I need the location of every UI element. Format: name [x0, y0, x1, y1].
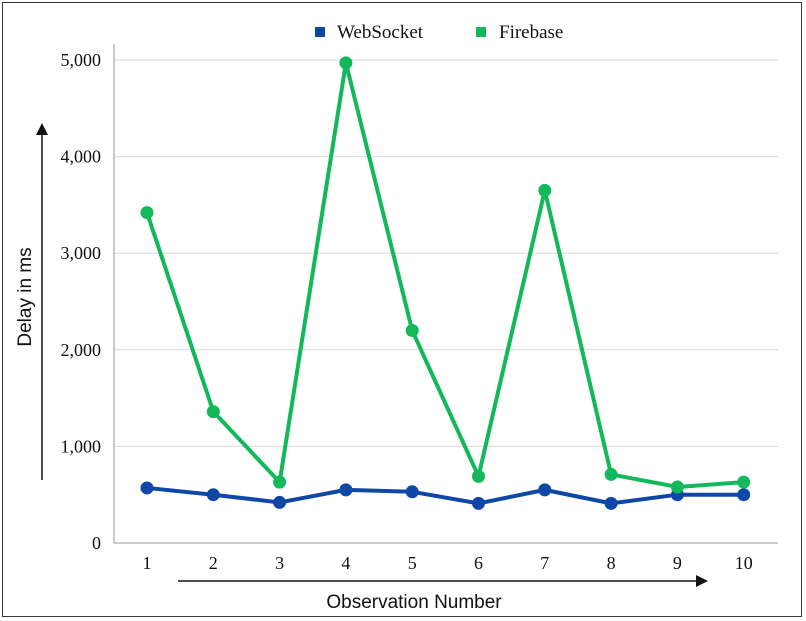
data-point-websocket [472, 496, 485, 510]
data-point-firebase [670, 480, 684, 494]
data-point-firebase [339, 56, 353, 70]
x-tick-label: 5 [408, 553, 417, 573]
x-tick-label: 4 [341, 553, 350, 573]
x-tick-label: 2 [209, 553, 218, 573]
x-tick-label: 6 [474, 553, 483, 573]
x-axis-title: Observation Number [326, 592, 502, 613]
data-point-firebase [206, 405, 220, 419]
y-tick-label: 0 [92, 533, 101, 553]
data-point-firebase [737, 475, 751, 489]
data-point-firebase [472, 469, 485, 483]
data-point-websocket [140, 481, 154, 495]
legend: WebSocket Firebase [315, 22, 563, 43]
data-point-firebase [538, 183, 552, 197]
data-point-firebase [405, 323, 419, 337]
y-tick-label: 3,000 [61, 243, 102, 263]
data-point-websocket [737, 488, 751, 502]
legend-swatch-websocket [315, 27, 325, 37]
data-point-websocket [339, 483, 353, 497]
gridlines [114, 59, 778, 447]
legend-swatch-firebase [476, 27, 486, 37]
data-point-firebase [604, 467, 618, 481]
data-point-websocket [273, 495, 287, 509]
data-point-websocket [405, 485, 419, 499]
data-point-websocket [538, 483, 552, 497]
legend-label-firebase: Firebase [499, 22, 563, 43]
y-tick-label: 1,000 [61, 436, 102, 456]
series-line-websocket [145, 485, 746, 506]
x-tick-label: 7 [540, 553, 549, 573]
y-tick-labels: 0 1,000 2,000 3,000 4,000 5,000 [61, 50, 102, 553]
x-tick-label: 3 [275, 553, 284, 573]
legend-label-websocket: WebSocket [337, 22, 424, 43]
y-tick-label: 4,000 [61, 147, 102, 167]
data-point-websocket [604, 496, 618, 510]
x-tick-label: 1 [143, 553, 152, 573]
x-tick-label: 8 [607, 553, 616, 573]
series-line-firebase [145, 60, 746, 489]
y-tick-label: 5,000 [61, 50, 102, 70]
data-point-firebase [140, 206, 154, 220]
data-point-firebase [273, 475, 287, 489]
series-lines [140, 56, 751, 510]
data-point-websocket [206, 488, 220, 502]
x-tick-label: 9 [673, 553, 682, 573]
x-tick-labels: 1 2 3 4 5 6 7 8 9 10 [143, 553, 753, 573]
y-tick-label: 2,000 [61, 340, 102, 360]
y-axis-title: Delay in ms [15, 247, 36, 346]
x-tick-label: 10 [735, 553, 753, 573]
